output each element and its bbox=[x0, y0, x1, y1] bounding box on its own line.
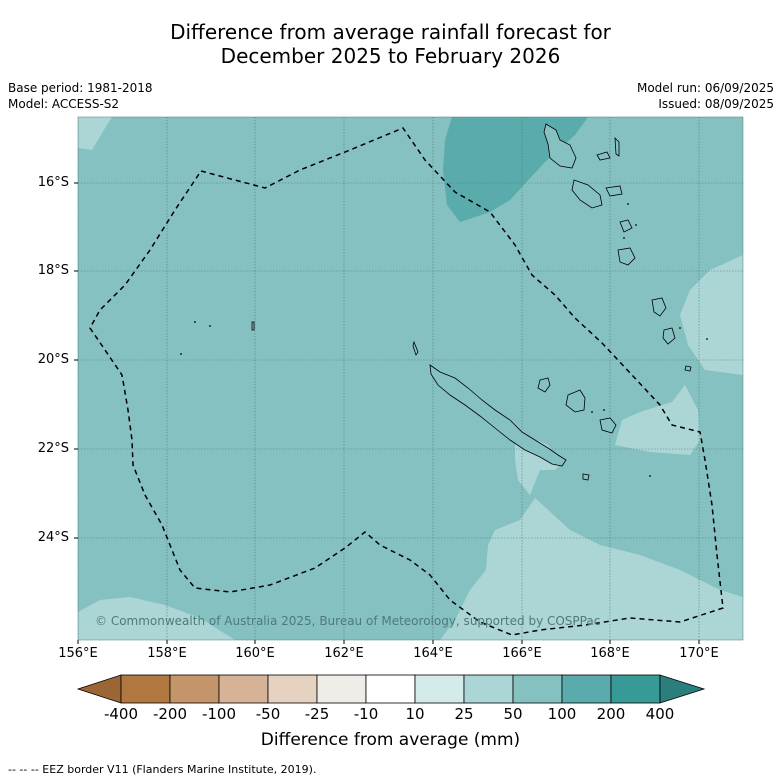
colorbar-tick-label: -50 bbox=[255, 705, 281, 723]
latitude-label: 18°S bbox=[37, 263, 69, 278]
colorbar-extend-high bbox=[659, 674, 706, 704]
map-title-line1: Difference from average rainfall forecas… bbox=[170, 20, 611, 44]
map-area bbox=[78, 117, 743, 640]
longitude-label: 166°E bbox=[502, 646, 542, 661]
model-name: Model: ACCESS-S2 bbox=[8, 97, 120, 111]
model-run: Model run: 06/09/2025 bbox=[636, 81, 774, 95]
colorbar-title: Difference from average (mm) bbox=[260, 730, 521, 750]
colorbar-segment bbox=[316, 674, 367, 704]
copyright-notice: © Commonwealth of Australia 2025, Bureau… bbox=[95, 614, 601, 628]
colorbar-tick-label: 200 bbox=[596, 705, 626, 723]
longitude-label: 170°E bbox=[679, 646, 719, 661]
colorbar-segment bbox=[267, 674, 318, 704]
colorbar-segment bbox=[120, 674, 171, 704]
latitude-label: 16°S bbox=[37, 175, 69, 190]
colorbar-segment bbox=[512, 674, 563, 704]
colorbar-tick-label: 25 bbox=[454, 705, 474, 723]
colorbar-tick-label: 50 bbox=[503, 705, 523, 723]
region-50-100 bbox=[78, 117, 743, 640]
axis-ticks bbox=[74, 182, 700, 644]
region-25-50-southwest bbox=[78, 597, 235, 640]
malakula-island bbox=[571, 179, 603, 209]
colorbar-segment bbox=[610, 674, 661, 704]
colorbar-tick-label: 10 bbox=[405, 705, 425, 723]
colorbar-tick-label: -100 bbox=[201, 705, 237, 723]
colorbar-segment bbox=[463, 674, 514, 704]
tanna-island bbox=[651, 297, 667, 317]
longitude-label: 156°E bbox=[58, 646, 98, 661]
small-islets bbox=[180, 203, 708, 477]
new-caledonia-island bbox=[429, 364, 567, 467]
pentecost-island bbox=[614, 136, 620, 157]
latitude-label: 24°S bbox=[37, 530, 69, 545]
colorbar-segment bbox=[218, 674, 269, 704]
longitude-label: 158°E bbox=[147, 646, 187, 661]
longitude-label: 162°E bbox=[324, 646, 364, 661]
lifou-island bbox=[565, 389, 586, 413]
region-25-50-southeast bbox=[615, 385, 700, 455]
colorbar bbox=[76, 674, 706, 704]
belep-islands bbox=[412, 340, 419, 356]
colorbar-segment bbox=[169, 674, 220, 704]
eez-footnote: -- -- -- EEZ border V11 (Flanders Marine… bbox=[8, 763, 317, 776]
efate-island bbox=[619, 219, 633, 233]
ouvea-island bbox=[537, 377, 551, 393]
colorbar-segment bbox=[414, 674, 465, 704]
colorbar-tick-label: -10 bbox=[353, 705, 379, 723]
grid-lines bbox=[78, 117, 743, 640]
mare-island bbox=[599, 417, 617, 434]
base-period: Base period: 1981-2018 bbox=[8, 81, 153, 95]
ambrym-island bbox=[605, 185, 623, 197]
latitude-label: 20°S bbox=[37, 352, 69, 367]
region-25-50-northwest bbox=[78, 117, 112, 150]
colorbar-tick-label: 400 bbox=[645, 705, 675, 723]
eez-border bbox=[89, 127, 724, 636]
colorbar-segment bbox=[561, 674, 612, 704]
latitude-label: 22°S bbox=[37, 441, 69, 456]
colorbar-tick-label: 100 bbox=[547, 705, 577, 723]
espiritu-santo-island bbox=[543, 123, 577, 169]
isle-of-pines bbox=[582, 473, 590, 481]
longitude-label: 168°E bbox=[590, 646, 630, 661]
ambae-island bbox=[596, 151, 611, 161]
colorbar-tick-label: -200 bbox=[152, 705, 188, 723]
region-25-50-east bbox=[680, 255, 743, 375]
longitude-label: 160°E bbox=[235, 646, 275, 661]
map-frame bbox=[77, 116, 744, 641]
matthew-island bbox=[684, 365, 692, 372]
colorbar-tick-label: -25 bbox=[304, 705, 330, 723]
aneityum-island bbox=[662, 327, 676, 345]
chesterfield-islet bbox=[251, 321, 255, 331]
issued-date: Issued: 08/09/2025 bbox=[658, 97, 774, 111]
colorbar-extend-low bbox=[76, 674, 122, 704]
map-title-line2: December 2025 to February 2026 bbox=[220, 44, 561, 68]
region-25-50-south bbox=[440, 498, 743, 640]
erromango-island bbox=[617, 247, 636, 266]
colorbar-segment bbox=[365, 674, 416, 704]
colorbar-tick-label: -400 bbox=[103, 705, 139, 723]
longitude-label: 164°E bbox=[413, 646, 453, 661]
